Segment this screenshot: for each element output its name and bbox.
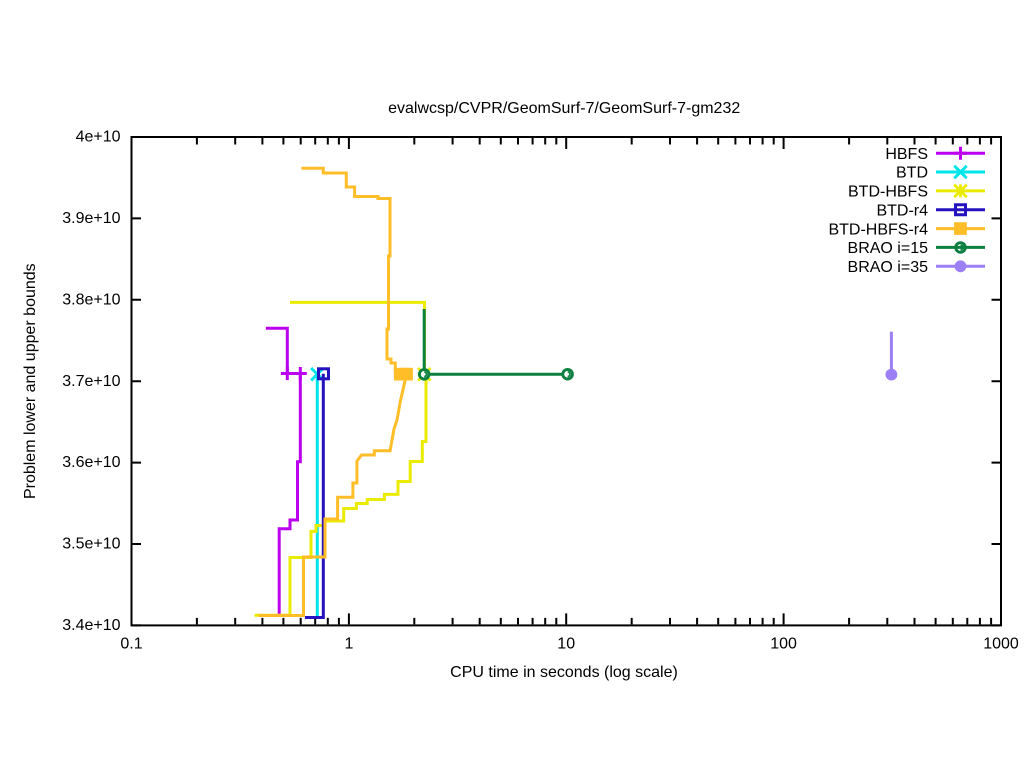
svg-text:BRAO i=15: BRAO i=15 <box>848 240 929 257</box>
svg-text:3.4e+10: 3.4e+10 <box>62 617 120 634</box>
svg-text:Problem lower and upper bounds: Problem lower and upper bounds <box>22 263 39 499</box>
svg-text:BTD-HBFS: BTD-HBFS <box>848 184 928 201</box>
svg-text:HBFS: HBFS <box>885 146 928 163</box>
svg-text:evalwcsp/CVPR/GeomSurf-7/GeomS: evalwcsp/CVPR/GeomSurf-7/GeomSurf-7-gm23… <box>388 100 740 117</box>
svg-text:CPU time in seconds (log scale: CPU time in seconds (log scale) <box>450 664 678 681</box>
svg-text:BTD-HBFS-r4: BTD-HBFS-r4 <box>828 221 928 238</box>
svg-text:3.7e+10: 3.7e+10 <box>62 373 120 390</box>
svg-text:4e+10: 4e+10 <box>76 129 121 146</box>
svg-text:3.8e+10: 3.8e+10 <box>62 291 120 308</box>
svg-text:100: 100 <box>770 635 797 652</box>
svg-text:1000: 1000 <box>983 635 1019 652</box>
svg-text:3.9e+10: 3.9e+10 <box>62 210 120 227</box>
svg-text:BTD-r4: BTD-r4 <box>876 202 928 219</box>
svg-text:3.5e+10: 3.5e+10 <box>62 536 120 553</box>
svg-text:0.1: 0.1 <box>120 635 142 652</box>
svg-text:10: 10 <box>557 635 575 652</box>
svg-text:1: 1 <box>344 635 353 652</box>
svg-text:BRAO i=35: BRAO i=35 <box>848 259 929 276</box>
svg-text:3.6e+10: 3.6e+10 <box>62 454 120 471</box>
svg-text:BTD: BTD <box>896 165 928 182</box>
